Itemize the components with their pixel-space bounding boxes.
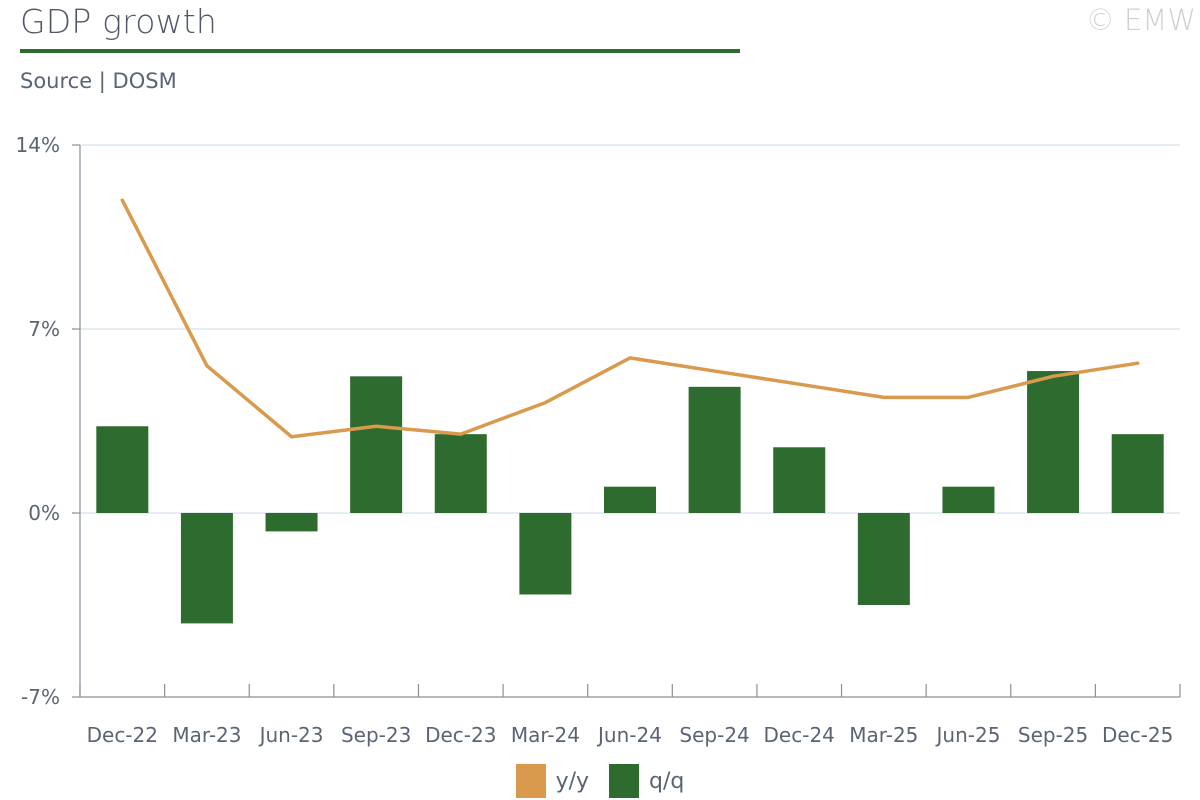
y-tick-label: 7% — [28, 317, 60, 341]
copyright-notice: © EMW — [1085, 3, 1196, 37]
x-tick-label: Dec-25 — [1102, 723, 1173, 747]
bar-qq — [604, 486, 656, 513]
x-tick-label: Jun-25 — [935, 723, 1001, 747]
bar-qq — [434, 434, 487, 513]
y-tick-label: -7% — [21, 685, 60, 709]
bar-qq — [350, 376, 403, 513]
legend-item-qq: q/q — [609, 764, 684, 798]
x-tick-label: Mar-24 — [511, 723, 580, 747]
x-tick-label: Sep-23 — [341, 723, 411, 747]
legend-label-qq: q/q — [649, 768, 685, 794]
y-tick-label: 14% — [16, 133, 60, 157]
bar-qq — [773, 447, 826, 513]
bar-qq — [180, 513, 233, 624]
bar-qq — [688, 386, 741, 513]
bar-qq — [942, 486, 995, 513]
x-tick-label: Mar-23 — [172, 723, 241, 747]
legend-item-yy: y/y — [515, 764, 590, 798]
legend-label-yy: y/y — [555, 768, 590, 794]
chart-title: GDP growth — [20, 2, 218, 41]
x-tick-label: Dec-24 — [764, 723, 835, 747]
series-line-yy — [120, 198, 1140, 439]
title-underline — [20, 49, 740, 53]
bar-qq — [857, 513, 910, 605]
x-tick-label: Sep-24 — [679, 723, 749, 747]
bar-qq — [96, 426, 149, 513]
source-label: Source | DOSM — [20, 69, 177, 93]
legend-swatch-yy — [515, 764, 546, 798]
bar-qq — [519, 513, 572, 595]
bar-qq — [1111, 434, 1164, 513]
x-tick-label: Dec-23 — [425, 723, 496, 747]
x-tick-label: Dec-22 — [87, 723, 158, 747]
y-tick-label: 0% — [28, 501, 60, 525]
x-tick-label: Mar-25 — [849, 723, 918, 747]
bar-qq — [265, 513, 318, 532]
bar-qq — [1027, 371, 1080, 513]
x-tick-label: Jun-23 — [258, 723, 324, 747]
x-tick-label: Jun-24 — [596, 723, 662, 747]
x-tick-label: Sep-25 — [1018, 723, 1088, 747]
legend-swatch-qq — [609, 764, 640, 798]
legend: y/y q/q — [0, 764, 1200, 798]
